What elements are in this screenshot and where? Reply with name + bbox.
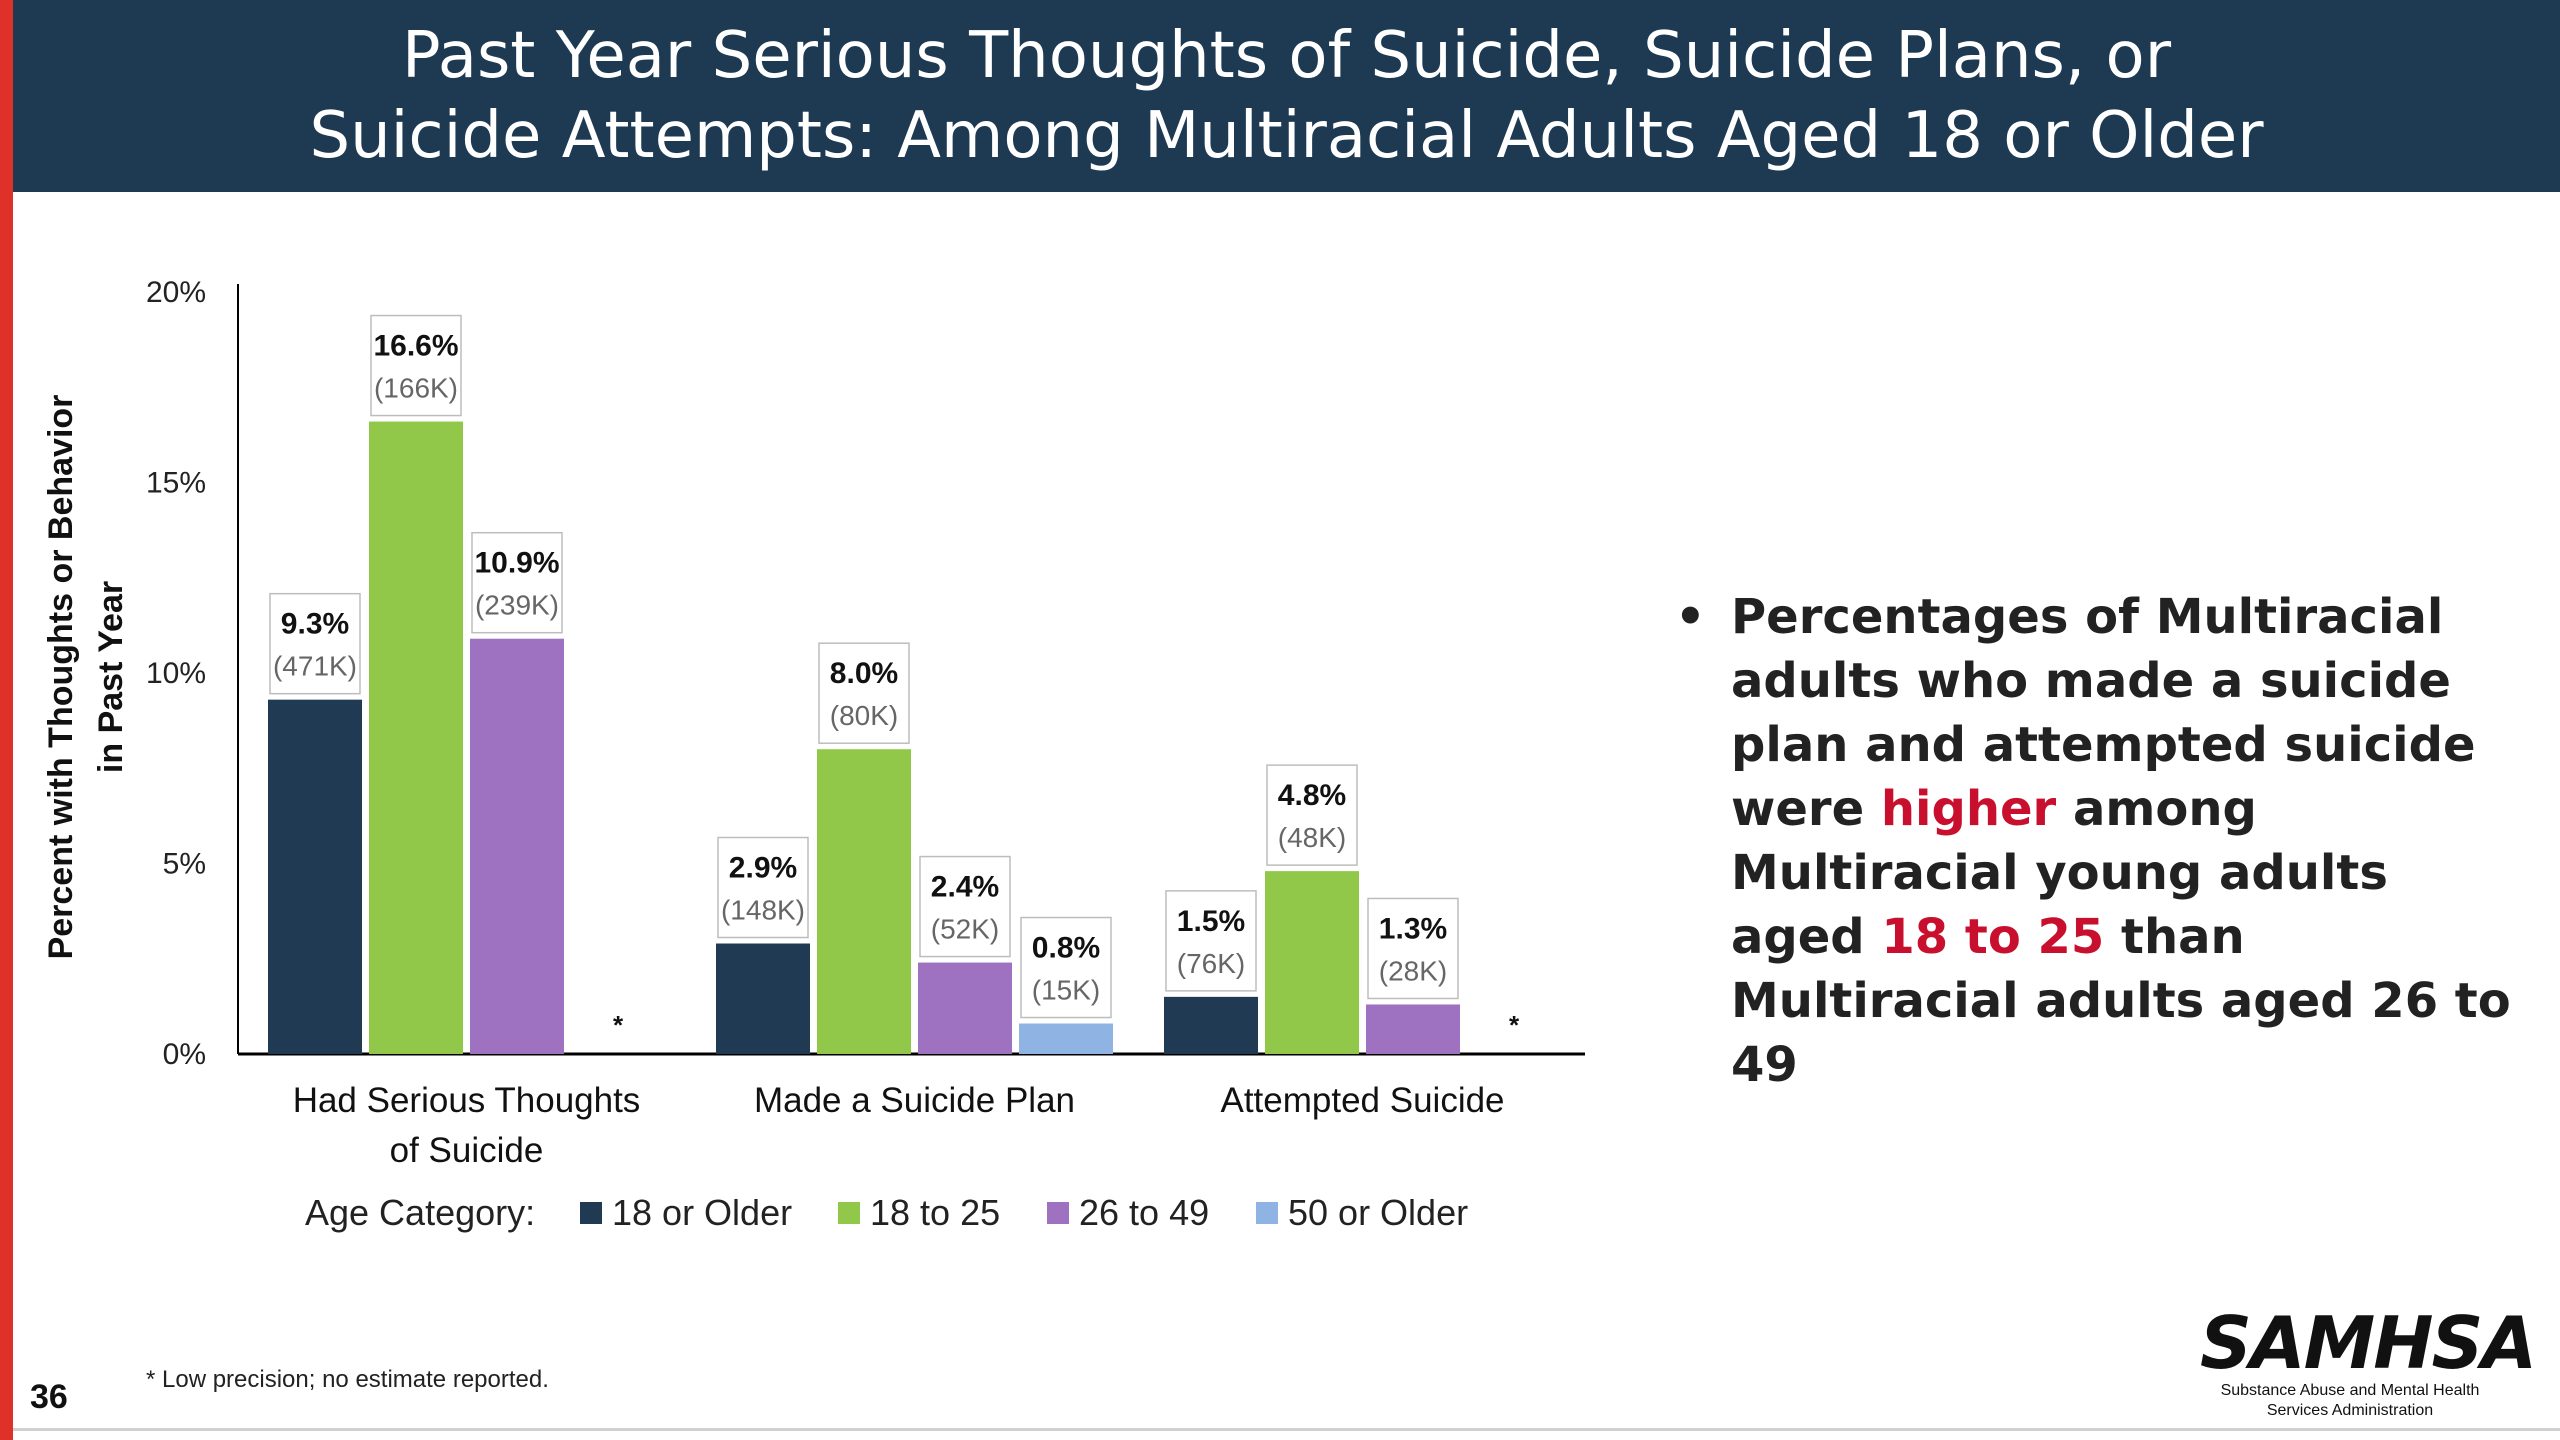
x-category-label: Made a Suicide Plan — [754, 1081, 1075, 1120]
y-axis-label-line-2: in Past Year — [92, 581, 130, 773]
y-tick-label: 10% — [146, 657, 206, 690]
left-accent-bar — [0, 0, 13, 1440]
footnote: * Low precision; no estimate reported. — [146, 1366, 549, 1393]
data-label-percent: 16.6% — [373, 330, 458, 363]
bar — [268, 699, 362, 1054]
bar — [817, 749, 911, 1054]
data-label-percent: 0.8% — [1032, 932, 1100, 965]
data-label-percent: 10.9% — [474, 547, 559, 580]
y-tick-label: 0% — [163, 1038, 206, 1071]
data-label-box — [1020, 916, 1112, 1019]
x-category-label: of Suicide — [390, 1131, 544, 1170]
legend-swatch — [1256, 1202, 1278, 1224]
bar — [1366, 1004, 1460, 1054]
data-label-percent: 1.5% — [1177, 905, 1245, 938]
x-category-label: Had Serious Thoughts — [293, 1081, 641, 1120]
legend-label: 18 or Older — [612, 1192, 792, 1233]
no-estimate-marker: * — [1509, 1010, 1520, 1040]
slide-title-line-2: Suicide Attempts: Among Multiracial Adul… — [309, 99, 2264, 173]
data-label-box — [370, 314, 462, 417]
bar — [1265, 871, 1359, 1054]
logo-wordmark: SAMHSA — [2200, 1301, 2537, 1385]
logo-subtitle-line-2: Services Administration — [2266, 1402, 2434, 1419]
x-category-label: Attempted Suicide — [1220, 1081, 1504, 1120]
data-label-count: (48K) — [1278, 822, 1346, 853]
y-tick-label: 5% — [163, 848, 206, 881]
legend-label: 26 to 49 — [1079, 1192, 1209, 1233]
data-label-percent: 2.9% — [729, 852, 797, 885]
data-label-percent: 8.0% — [830, 657, 898, 690]
legend-swatch — [1047, 1202, 1069, 1224]
legend-label: 50 or Older — [1288, 1192, 1468, 1233]
bottom-divider — [13, 1428, 2560, 1431]
bar-chart: 0% 5% 10% 15% 20% Percent with Thoughts or Be… — [42, 276, 1585, 1233]
data-label-count: (239K) — [475, 590, 559, 621]
bullet-dot-icon: • — [1675, 589, 1706, 645]
data-label-box — [1165, 890, 1257, 992]
data-label-count: (471K) — [273, 651, 357, 682]
data-label-count: (28K) — [1379, 955, 1447, 986]
slide-number: 36 — [30, 1378, 68, 1416]
logo-subtitle-line-1: Substance Abuse and Mental Health — [2220, 1382, 2480, 1399]
legend-label: 18 to 25 — [870, 1192, 1000, 1233]
bullet-text-part-3: than Multiracial adults aged 26 to 49 — [1731, 909, 2511, 1093]
key-finding-bullet: • Percentages of Multiracial adults who … — [1675, 585, 2515, 1097]
bullet-text-part-1: Percentages of Multiracial adults who ma… — [1731, 589, 2476, 837]
data-label-percent: 9.3% — [281, 608, 349, 641]
data-label-count: (15K) — [1032, 975, 1100, 1006]
data-label-box — [471, 531, 563, 634]
data-label-count: (148K) — [721, 895, 805, 926]
y-tick-label: 20% — [146, 276, 206, 309]
data-label-box — [269, 592, 361, 695]
data-label-box — [1367, 897, 1459, 1000]
bar — [1164, 996, 1258, 1054]
slide-header: Past Year Serious Thoughts of Suicide, S… — [13, 0, 2560, 192]
bullet-highlight-age-group: 18 to 25 — [1881, 909, 2105, 965]
slide-title-line-1: Past Year Serious Thoughts of Suicide, S… — [402, 19, 2171, 93]
legend-title: Age Category: — [305, 1192, 535, 1233]
data-label-count: (80K) — [830, 700, 898, 731]
data-label-percent: 1.3% — [1379, 912, 1447, 945]
bar — [470, 638, 564, 1054]
no-estimate-marker: * — [613, 1010, 624, 1040]
data-label-percent: 2.4% — [931, 871, 999, 904]
bar — [918, 962, 1012, 1054]
legend-swatch — [580, 1202, 602, 1224]
data-label-percent: 4.8% — [1278, 779, 1346, 812]
bar — [716, 943, 810, 1054]
samhsa-logo: SAMHSA Substance Abuse and Mental Health… — [2200, 1301, 2537, 1421]
data-label-box — [1266, 764, 1358, 866]
data-label-count: (166K) — [374, 373, 458, 404]
y-axis-label-line-1: Percent with Thoughts or Behavior — [42, 395, 80, 960]
data-label-box — [818, 642, 910, 744]
data-label-count: (76K) — [1177, 948, 1245, 979]
legend-swatch — [838, 1202, 860, 1224]
bar — [369, 421, 463, 1054]
bullet-highlight-higher: higher — [1880, 781, 2057, 837]
data-label-box — [919, 855, 1011, 958]
data-label-count: (52K) — [931, 914, 999, 945]
bar — [1019, 1023, 1113, 1054]
bullet-text: Percentages of Multiracial adults who ma… — [1675, 585, 2515, 1097]
y-tick-label: 15% — [146, 467, 206, 500]
data-label-box — [717, 836, 809, 939]
bullet-text-part-2: among Multiracial young adults aged — [1731, 781, 2388, 965]
